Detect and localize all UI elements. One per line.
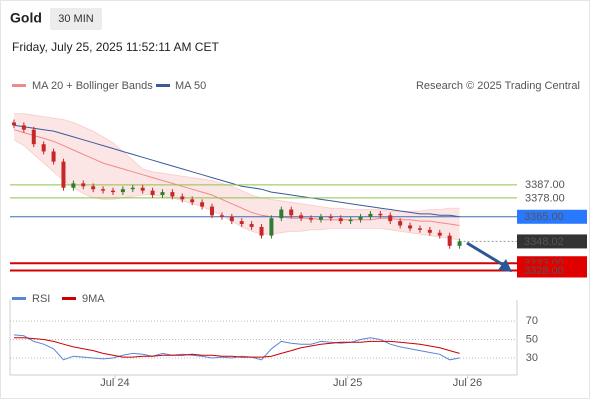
candle-body [427, 229, 432, 233]
candle-body [11, 122, 16, 126]
y-tick-label: 30 [526, 352, 538, 364]
candle-body [289, 209, 294, 216]
x-tick-label: Jul 26 [453, 377, 482, 389]
candle-body [368, 213, 373, 217]
ma-line [13, 129, 460, 226]
candle-body [318, 216, 323, 220]
bollinger-line [13, 139, 460, 241]
candle-body [279, 209, 284, 219]
rsi-line [13, 334, 460, 361]
arrow [466, 241, 506, 268]
candle-body [398, 221, 403, 226]
level-label: 3378.00 [525, 192, 565, 204]
candle-body [338, 218, 343, 222]
date: Friday, July 25, 2025 11:52:11 AM CET [12, 40, 219, 54]
candle-body [150, 190, 155, 195]
candle-body [249, 224, 254, 227]
instrument: Gold [10, 10, 42, 26]
x-tick-label: Jul 25 [333, 377, 362, 389]
candle-body [81, 183, 86, 187]
y-tick-label: 70 [526, 315, 538, 327]
legend-label: MA 20 + Bollinger Bands [32, 80, 153, 92]
legend-label: RSI [32, 293, 50, 305]
y-tick-label: 50 [526, 333, 538, 345]
candle-body [200, 202, 205, 207]
candle-body [101, 189, 106, 191]
candle-body [91, 186, 96, 190]
arrow-head [498, 259, 512, 272]
candle-body [417, 228, 422, 230]
level-label: 3348.02 [524, 236, 564, 248]
level-box [517, 263, 587, 278]
candle-body [71, 183, 76, 188]
timeframe-badge [50, 8, 102, 30]
candle-body [130, 187, 135, 190]
bollinger-line [14, 113, 460, 212]
level-box [517, 209, 587, 224]
candle-body [110, 190, 115, 193]
candle-body [437, 232, 442, 236]
level-label: 3365.00 [524, 211, 564, 223]
candle-body [348, 219, 353, 222]
candle-body [457, 241, 462, 246]
candle-body [41, 144, 46, 152]
candle-body [328, 216, 333, 219]
candle-body [309, 218, 314, 220]
candle-body [299, 215, 304, 219]
level-label: 3387.00 [525, 179, 565, 191]
legend-swatch [156, 84, 170, 87]
candle-body [180, 196, 185, 200]
legend-label: 9MA [82, 293, 105, 305]
legend-label: MA 50 [175, 80, 206, 92]
candle-body [259, 226, 264, 236]
level-box [517, 234, 587, 249]
candle-body [358, 216, 363, 220]
rsi-line [14, 337, 460, 358]
level-label: 3328.00 [524, 265, 564, 277]
candle-body [239, 221, 244, 225]
legend-swatch [62, 297, 76, 300]
candle-body [140, 187, 145, 191]
legend-swatch [12, 297, 26, 300]
candle-body [378, 213, 383, 216]
candle-body [31, 129, 36, 145]
candle-body [21, 125, 26, 130]
candle-body [219, 215, 224, 217]
x-tick-label: Jul 24 [100, 377, 129, 389]
candle-body [388, 215, 393, 222]
candle-body [51, 151, 56, 162]
candle-body [120, 189, 125, 193]
bollinger-band [13, 113, 460, 240]
candle-body [447, 235, 452, 246]
plot: 3387.003378.003365.003348.023333.003328.… [10, 113, 587, 389]
candle-body [408, 225, 413, 229]
timeframe: 30 MIN [58, 13, 94, 25]
source: Research © 2025 Trading Central [416, 80, 580, 92]
candle-body [61, 161, 66, 188]
legend-swatch [12, 84, 26, 87]
candle-body [269, 218, 274, 236]
candle-body [210, 206, 215, 216]
candle-body [190, 199, 195, 203]
candle-body [170, 192, 175, 197]
candle-body [160, 192, 165, 195]
candle-body [229, 216, 234, 222]
